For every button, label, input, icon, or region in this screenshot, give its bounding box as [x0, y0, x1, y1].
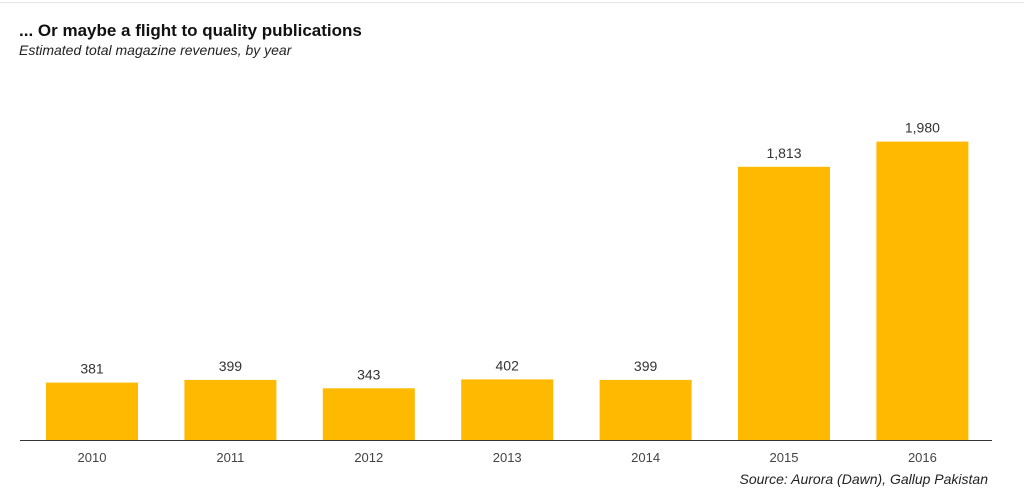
- x-tick-label-2014: 2014: [631, 450, 660, 465]
- chart-title: ... Or maybe a flight to quality publica…: [19, 21, 362, 40]
- bar-2016: [876, 141, 969, 440]
- bar-2013: [461, 379, 554, 440]
- value-label-2011: 399: [219, 358, 243, 374]
- value-label-2015: 1,813: [766, 145, 801, 161]
- value-label-2016: 1,980: [905, 120, 940, 136]
- x-tick-label-2010: 2010: [78, 450, 107, 465]
- source-note: Source: Aurora (Dawn), Gallup Pakistan: [739, 471, 988, 487]
- bar-2015: [738, 166, 830, 441]
- bar-2010: [46, 382, 138, 440]
- bar-2014: [599, 379, 692, 440]
- x-tick-label-2015: 2015: [770, 450, 799, 465]
- x-tick-label-2016: 2016: [908, 450, 937, 465]
- value-label-2014: 399: [634, 358, 658, 374]
- chart-subtitle: Estimated total magazine revenues, by ye…: [19, 42, 292, 58]
- value-label-2010: 381: [80, 361, 104, 377]
- x-tick-label-2012: 2012: [354, 450, 383, 465]
- top-divider: [0, 2, 1024, 3]
- x-tick-label-2011: 2011: [216, 450, 244, 465]
- value-label-2013: 402: [496, 357, 520, 373]
- bar-2012: [322, 388, 415, 440]
- value-label-2012: 343: [357, 366, 381, 382]
- x-tick-label-2013: 2013: [493, 450, 522, 465]
- bar-2011: [184, 379, 277, 440]
